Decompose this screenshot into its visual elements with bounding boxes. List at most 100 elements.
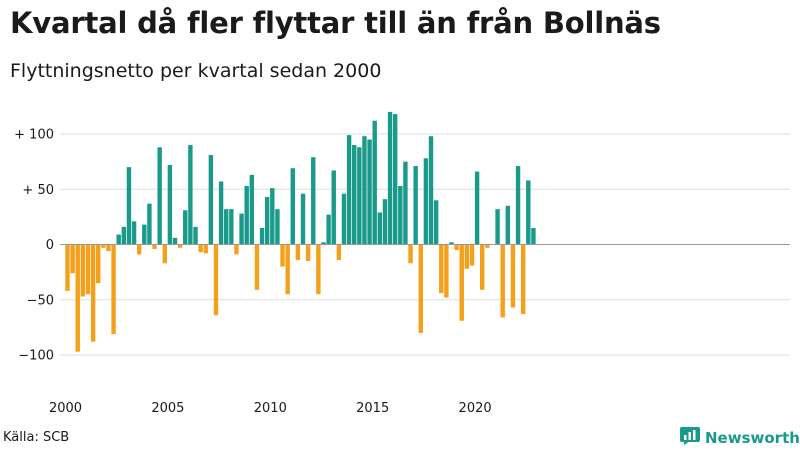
bar [239,213,244,245]
bar [428,136,434,245]
bar [413,166,418,245]
bar [65,244,70,291]
y-tick-label: + 50 [22,183,54,198]
source-note: Källa: SCB [3,430,70,445]
bar [387,111,393,245]
bar [183,210,188,245]
bar [444,244,449,298]
bar [439,244,444,294]
bar [264,196,270,245]
bar [162,244,167,264]
bar [172,237,178,245]
bar [485,244,490,248]
bar [96,244,101,284]
newsworthy-logo-icon [680,427,700,449]
bar [464,244,470,269]
bar [300,193,306,245]
bar [234,244,239,255]
bar [433,200,439,245]
bar [136,244,142,255]
bar [280,244,285,267]
bar [90,244,96,342]
bar [408,244,413,264]
bar [331,170,336,245]
x-tick-label: 2000 [49,401,82,416]
bar [418,244,423,333]
bar [510,244,516,308]
bar [305,244,311,262]
x-tick-label: 2005 [151,401,184,416]
bar [259,227,265,245]
bar [459,244,464,321]
bar [474,171,480,245]
bar [101,244,106,248]
bar [147,203,152,245]
bar [311,157,316,245]
bar [85,244,91,295]
axis-labels: + 100 + 50 0 −50 −100 2000 2005 2010 2015 2020 [14,128,491,417]
bar [111,244,116,334]
y-tick-label: −50 [27,293,54,308]
chart-subtitle: Flyttningsnetto per kvartal sedan 2000 [10,60,382,82]
chart-title: Kvartal då fler flyttar till än från Bol… [10,6,661,40]
bar [121,226,127,245]
bar [346,135,352,245]
bar [213,244,219,316]
bar [193,226,198,245]
x-tick-label: 2020 [459,401,492,416]
bar [336,244,342,260]
bar [295,244,301,260]
bar [224,209,229,245]
bar [270,188,275,245]
x-tick-label: 2010 [254,401,287,416]
bar [290,168,295,245]
bar [372,120,377,245]
bar [423,158,429,245]
bar-chart: + 100 + 50 0 −50 −100 2000 2005 2010 2015 2020 [14,111,790,417]
bar [198,244,203,253]
bar [167,164,173,245]
bar [515,166,521,245]
bar [131,221,137,245]
bar [126,167,132,245]
bar [106,244,111,252]
bar [449,242,454,245]
bars [65,111,536,352]
bar [526,180,531,245]
bar [495,209,500,245]
y-tick-label: 0 [46,238,54,253]
bar [454,244,459,251]
bar [188,145,193,245]
bar [469,244,475,266]
bar [367,139,372,245]
bar [480,244,485,290]
bar [326,214,331,245]
bar [116,234,121,245]
bar [403,161,408,245]
bar [203,244,208,254]
bar [142,224,147,245]
bar [531,227,536,245]
y-tick-label: −100 [18,349,54,364]
bar [275,209,280,245]
y-tick-label: + 100 [14,128,54,143]
bar [208,155,214,245]
bar [377,212,383,245]
bar [341,193,347,245]
bar [229,209,234,245]
bar [505,205,511,245]
brand[interactable]: Newsworthy [680,427,800,449]
bar [244,185,249,245]
bar [285,244,290,295]
bar [152,244,157,249]
bar [382,199,388,245]
bar [218,181,224,245]
x-tick-label: 2015 [356,401,389,416]
bar [316,244,321,295]
bar [520,244,526,315]
bar [177,244,183,248]
bar [500,244,505,318]
bar [70,244,75,274]
bar [157,147,162,245]
bar [357,147,362,245]
